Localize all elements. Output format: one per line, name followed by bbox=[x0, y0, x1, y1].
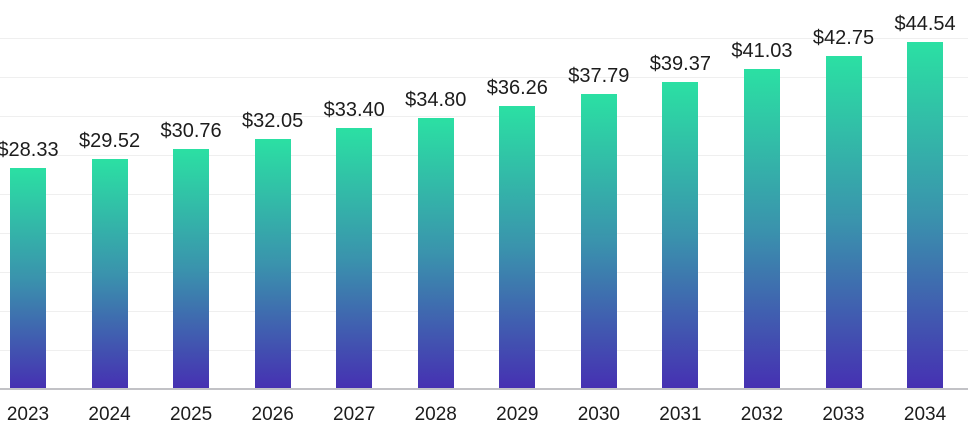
bar-2026[interactable] bbox=[254, 139, 291, 389]
x-tick-label-2032: 2032 bbox=[740, 404, 784, 425]
gridline-40 bbox=[0, 77, 968, 78]
x-tick-label-2031: 2031 bbox=[659, 404, 702, 425]
bar-2031[interactable] bbox=[662, 81, 699, 389]
gridline-20 bbox=[0, 233, 968, 234]
x-tick-label-2033: 2033 bbox=[822, 404, 865, 425]
bar-2023[interactable] bbox=[10, 168, 46, 389]
bar-2032[interactable] bbox=[743, 68, 780, 389]
gridline-15 bbox=[0, 272, 968, 273]
bar-value-label-2028: $34.80 bbox=[405, 88, 467, 111]
gridline-10 bbox=[0, 311, 968, 312]
bar-value-label-2034: $44.54 bbox=[894, 12, 956, 35]
bar-value-label-2027: $33.40 bbox=[323, 99, 385, 122]
x-tick-label-2023: 2023 bbox=[6, 404, 50, 425]
x-tick-label-2026: 2026 bbox=[251, 404, 294, 425]
bar-value-label-2032: $41.03 bbox=[731, 39, 793, 62]
x-tick-label-2025: 2025 bbox=[169, 404, 213, 425]
x-tick-label-2028: 2028 bbox=[414, 404, 457, 425]
bar-value-label-2025: $30.76 bbox=[160, 120, 222, 143]
bar-value-label-2029: $36.26 bbox=[486, 77, 548, 100]
gridline-5 bbox=[0, 350, 968, 351]
bar-value-label-2023: $28.33 bbox=[0, 139, 59, 162]
bar-value-label-2026: $32.05 bbox=[242, 110, 304, 132]
x-tick-label-2034: 2034 bbox=[903, 404, 947, 425]
bar-value-label-2031: $39.37 bbox=[649, 52, 711, 75]
x-axis-line bbox=[0, 388, 968, 390]
bar-2028[interactable] bbox=[417, 117, 454, 389]
gridline-25 bbox=[0, 194, 968, 195]
bar-2025[interactable] bbox=[173, 149, 210, 389]
bar-value-label-2033: $42.75 bbox=[812, 26, 875, 49]
x-tick-label-2029: 2029 bbox=[496, 404, 539, 425]
bar-2024[interactable] bbox=[91, 158, 128, 389]
x-tick-label-2030: 2030 bbox=[577, 404, 620, 425]
bar-2027[interactable] bbox=[336, 128, 373, 389]
bar-2034[interactable] bbox=[907, 41, 944, 389]
x-tick-label-2027: 2027 bbox=[333, 404, 376, 425]
bar-value-label-2024: $29.52 bbox=[78, 129, 141, 152]
gridline-30 bbox=[0, 155, 968, 156]
bar-value-label-2030: $37.79 bbox=[568, 65, 630, 88]
x-tick-label-2024: 2024 bbox=[88, 404, 131, 425]
bar-2030[interactable] bbox=[580, 94, 617, 389]
gridline-45 bbox=[0, 38, 968, 39]
gridline-35 bbox=[0, 116, 968, 117]
bar-2033[interactable] bbox=[825, 55, 862, 389]
bar-2029[interactable] bbox=[499, 106, 536, 389]
